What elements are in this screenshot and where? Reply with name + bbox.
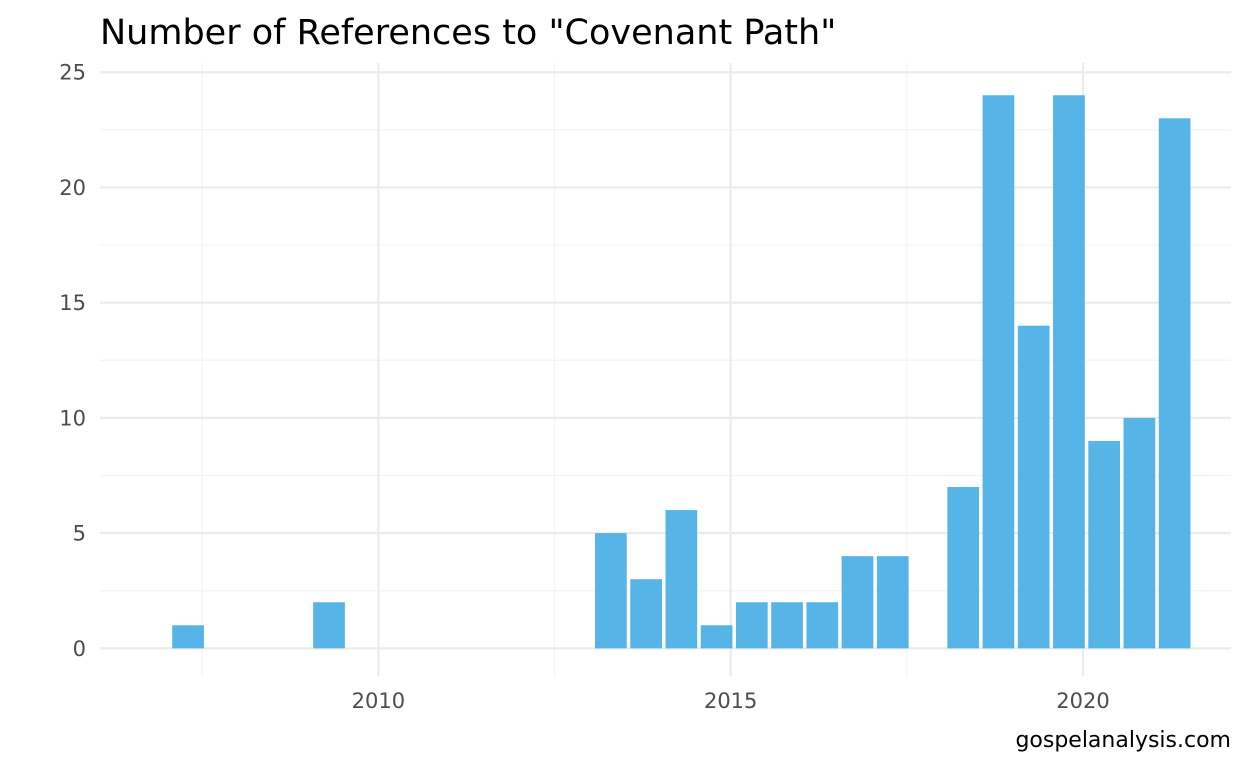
y-axis-tick-labels: 0 5 10 15 20 25	[59, 61, 86, 661]
bar	[771, 602, 803, 649]
chart-caption: gospelanalysis.com	[1015, 728, 1231, 753]
bar	[876, 556, 909, 649]
y-tick-label: 0	[73, 637, 86, 661]
chart-title: Number of References to "Covenant Path"	[100, 13, 836, 53]
bar	[982, 95, 1015, 649]
bar	[313, 602, 345, 649]
y-tick-label: 15	[59, 291, 86, 315]
y-tick-label: 20	[59, 176, 86, 200]
x-tick-label: 2010	[352, 689, 405, 713]
bar	[1123, 417, 1156, 649]
bar	[1158, 118, 1191, 649]
bar	[700, 625, 733, 649]
x-tick-label: 2020	[1056, 689, 1109, 713]
bar	[1017, 325, 1050, 649]
bar	[665, 510, 698, 649]
bar	[172, 625, 204, 649]
y-tick-label: 25	[59, 61, 86, 85]
y-tick-label: 10	[59, 406, 86, 430]
bar	[841, 556, 874, 649]
bar	[630, 579, 662, 649]
bars	[172, 95, 1191, 649]
x-tick-label: 2015	[704, 689, 757, 713]
x-axis-tick-labels: 2010 2015 2020	[352, 689, 1110, 713]
y-tick-label: 5	[73, 522, 86, 546]
bar	[1088, 440, 1121, 649]
bar	[735, 602, 768, 649]
bar	[595, 533, 627, 649]
bar	[947, 487, 980, 649]
bar	[1053, 95, 1085, 649]
bar	[806, 602, 839, 649]
